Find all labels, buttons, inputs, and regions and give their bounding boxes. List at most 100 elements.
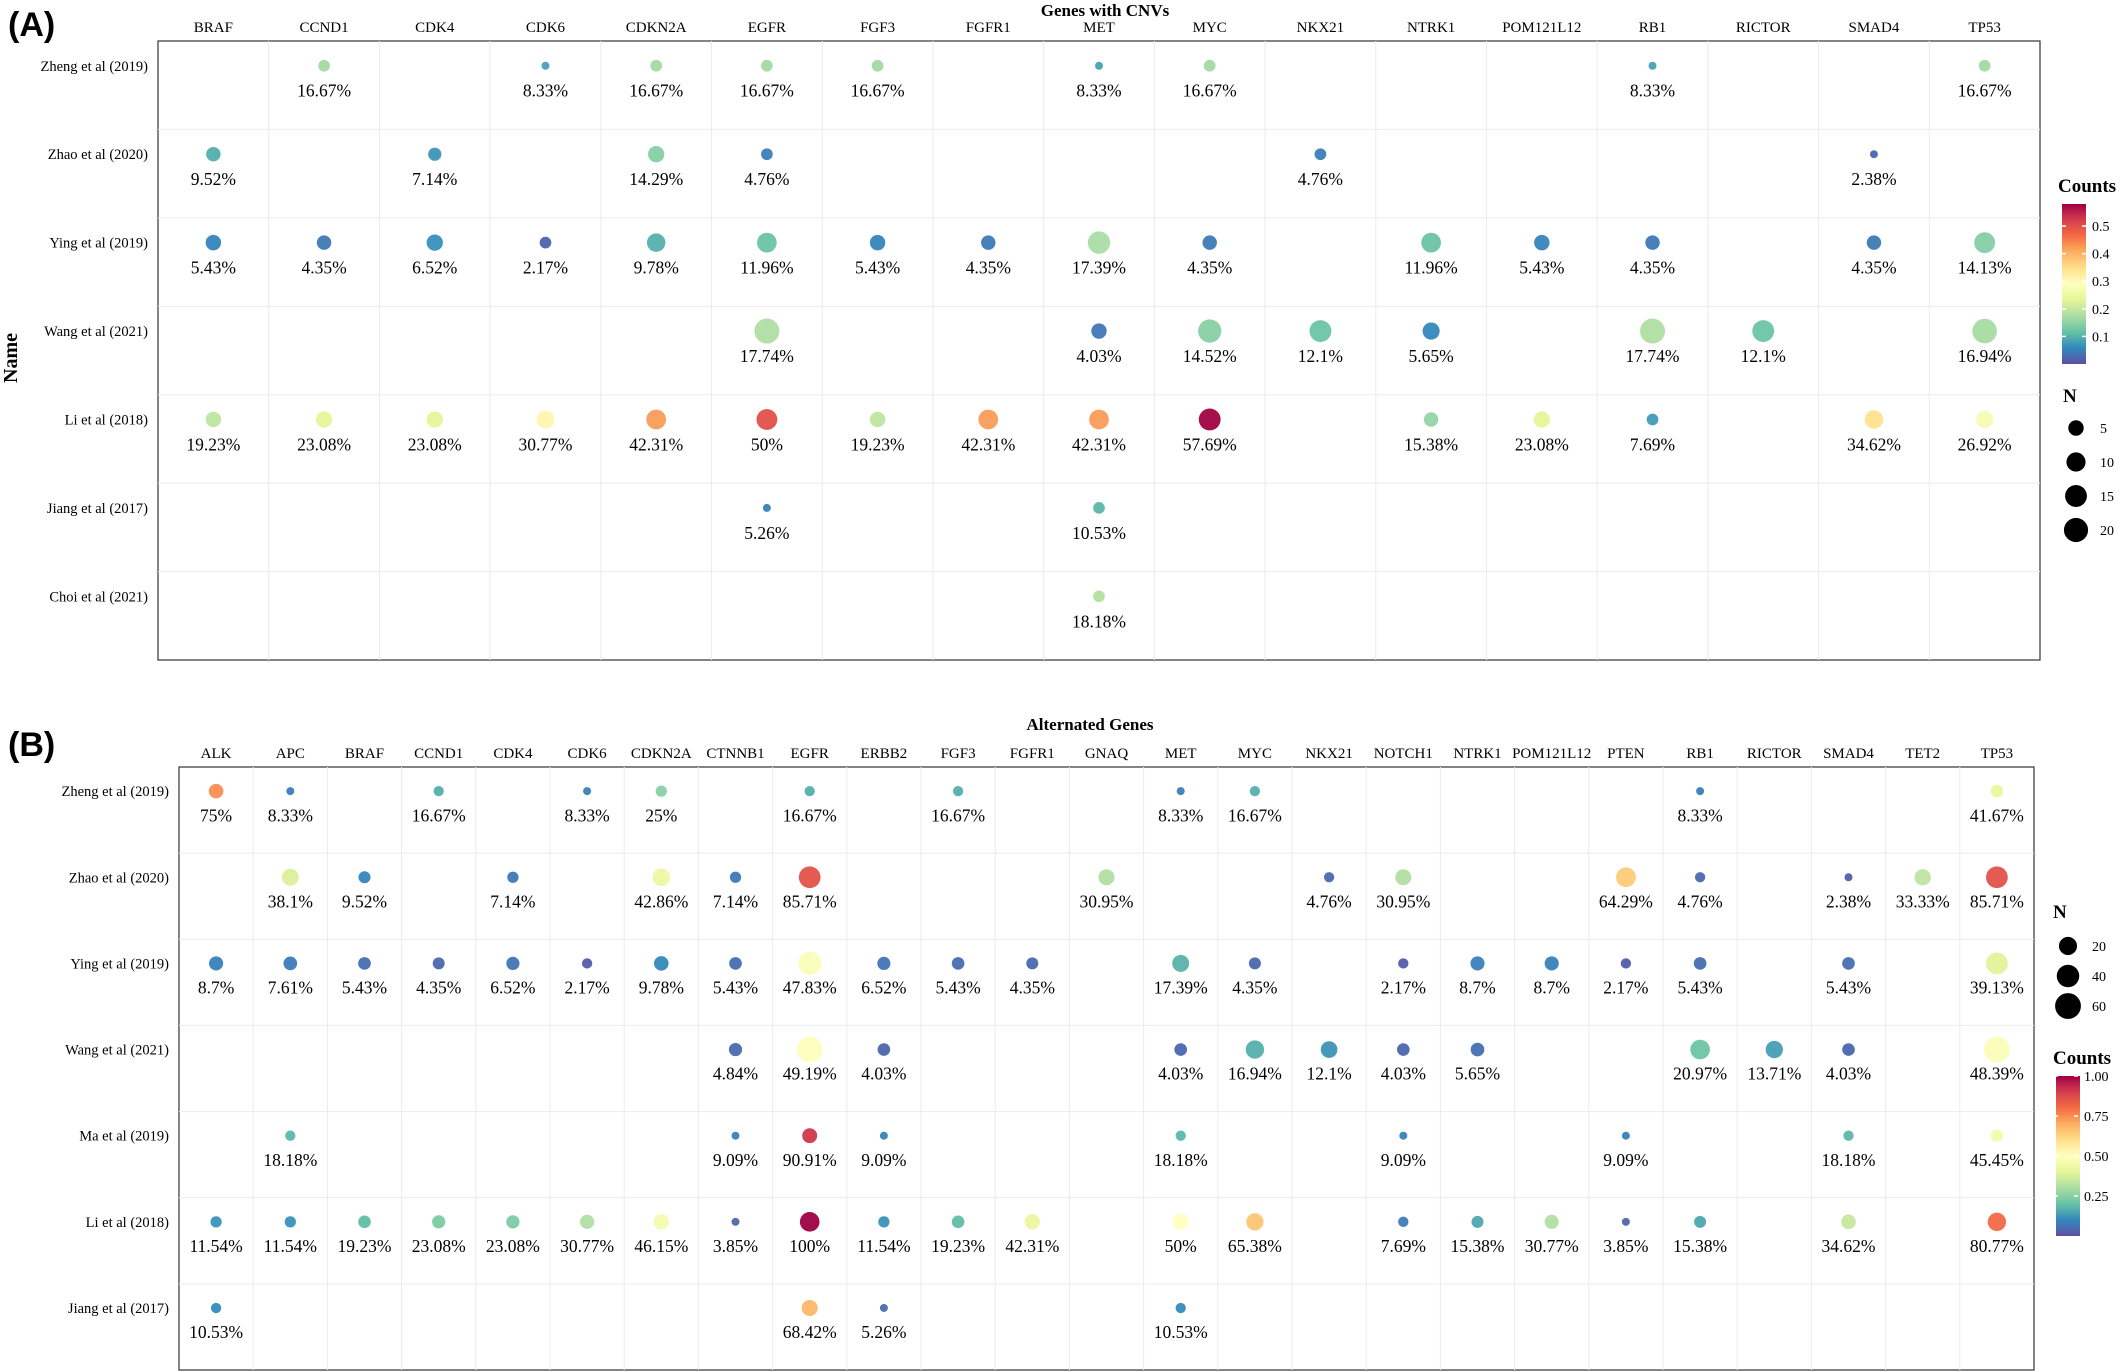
panel-a-data-point (205, 234, 222, 251)
panel-a-data-label: 30.77% (518, 434, 572, 454)
panel-b-size-legend-title: N (2053, 902, 2067, 923)
panel-a-data-point (1198, 408, 1221, 431)
panel-b-data-label: 6.52% (490, 978, 535, 998)
panel-a-data-point (869, 411, 886, 428)
panel-b-data-point (1842, 1043, 1855, 1056)
panel-b-data-label: 4.35% (1232, 978, 1277, 998)
panel-b-gene-label: EGFR (791, 746, 829, 762)
panel-b-data-label: 4.84% (713, 1064, 758, 1084)
panel-b-study-label: Ma et al (2019) (79, 1129, 169, 1145)
panel-b-data-point (731, 1217, 740, 1226)
panel-a-data-label: 16.67% (1183, 81, 1237, 101)
panel-b-data-point (507, 871, 519, 883)
panel-a-data-point (646, 409, 667, 430)
panel-b-data-point (209, 956, 224, 971)
panel-b-data-label: 4.03% (1158, 1064, 1203, 1084)
panel-b-data-point (1176, 787, 1185, 796)
panel-a-data-label: 4.35% (1630, 258, 1675, 278)
panel-a-data-label: 8.33% (1630, 81, 1675, 101)
panel-b-data-label: 10.53% (1154, 1322, 1208, 1342)
panel-b-data-label: 3.85% (1603, 1236, 1648, 1256)
panel-b-data-label: 8.33% (1158, 805, 1203, 825)
panel-b-data-label: 75% (200, 805, 232, 825)
panel-a-data-label: 8.33% (523, 81, 568, 101)
panel-b-gene-label: CTNNB1 (706, 746, 764, 762)
panel-b-data-point (877, 1043, 891, 1056)
panel-b-data-point (1026, 957, 1039, 970)
panel-a-data-label: 14.13% (1958, 258, 2012, 278)
panel-a-label: (A) (8, 6, 55, 44)
panel-b-data-point (802, 1128, 818, 1144)
panel-b-data-point (1544, 1214, 1559, 1229)
panel-a-data-label: 16.94% (1958, 346, 2012, 366)
panel-b-gene-label: RB1 (1686, 746, 1714, 762)
panel-a-gene-label: CDKN2A (626, 20, 687, 36)
panel-b-data-label: 11.54% (264, 1236, 317, 1256)
panel-a-gene-label: RB1 (1639, 20, 1667, 36)
panel-a-data-point (978, 409, 999, 430)
panel-b-data-label: 7.61% (268, 978, 313, 998)
panel-a-study-label: Zhao et al (2020) (48, 147, 148, 163)
panel-a-gene-label: NKX21 (1297, 20, 1345, 36)
panel-b-data-label: 8.33% (1677, 805, 1722, 825)
panel-a-gene-label: CDK6 (526, 20, 566, 36)
panel-b-data-point (283, 956, 298, 971)
panel-b-data-point (1172, 954, 1190, 972)
panel-a-gene-label: POM121L12 (1502, 20, 1581, 36)
panel-b-data-point (1323, 872, 1335, 883)
panel-a-data-label: 42.31% (1072, 434, 1126, 454)
panel-a-colorbar-tick-label: 0.4 (2092, 248, 2110, 263)
panel-a-size-legend-label: 5 (2100, 422, 2107, 437)
panel-a-data-point (650, 59, 663, 72)
panel-a-gene-label: CDK4 (415, 20, 455, 36)
panel-b-data-point (655, 785, 667, 797)
panel-a-data-label: 14.52% (1183, 346, 1237, 366)
panel-b-data-point (1395, 869, 1412, 886)
panel-b-data-point (798, 951, 822, 976)
panel-b-data-label: 16.67% (783, 805, 837, 825)
panel-b-study-label: Jiang et al (2017) (68, 1301, 169, 1317)
panel-b-data-label: 33.33% (1896, 891, 1950, 911)
panel-a-data-label: 17.74% (740, 346, 794, 366)
panel-b-gene-label: MYC (1238, 746, 1272, 762)
panel-a-data-point (1309, 320, 1332, 342)
panel-b-data-label: 5.65% (1455, 1064, 1500, 1084)
panel-b-data-label: 49.19% (783, 1064, 837, 1084)
panel-b-data-point (1615, 867, 1636, 888)
panel-a-data-point (648, 146, 665, 163)
panel-b-data-point (358, 1215, 371, 1229)
panel-b-data-label: 8.7% (1459, 978, 1495, 998)
panel-a-data-label: 57.69% (1183, 434, 1237, 454)
panel-b-data-point (1174, 1043, 1188, 1056)
panel-a-study-label: Zheng et al (2019) (40, 59, 148, 75)
panel-b-data-label: 85.71% (783, 891, 837, 911)
panel-b-data-label: 48.39% (1970, 1064, 2024, 1084)
panel-b-study-label: Ying et al (2019) (70, 956, 169, 972)
panel-b-data-point (580, 1214, 595, 1229)
panel-b-data-point (1696, 787, 1705, 796)
panel-a-gene-label: FGF3 (860, 20, 895, 36)
panel-a-data-label: 16.67% (851, 81, 905, 101)
panel-a-data-point (871, 59, 884, 72)
panel-b-data-label: 42.31% (1005, 1236, 1059, 1256)
panel-a-data-label: 16.67% (297, 81, 351, 101)
panel-a-size-legend-title: N (2063, 386, 2077, 407)
panel-b-data-label: 30.95% (1376, 891, 1430, 911)
panel-b-data-label: 5.43% (1826, 978, 1871, 998)
panel-a-data-label: 23.08% (1515, 434, 1569, 454)
legend-ticks-layer: 0.1 0.2 0.3 0.4 0.5 5 10 15 20 0.25 0.50 0.75 1.00 20… (2054, 220, 2114, 1205)
panel-b-data-point (1620, 958, 1632, 969)
panel-a-study-label: Li et al (2018) (65, 412, 149, 428)
panel-b-data-label: 4.76% (1306, 891, 1351, 911)
panel-b-data-point (1470, 956, 1485, 971)
panel-b-data-label: 30.77% (560, 1236, 614, 1256)
panel-b-data-point (1693, 957, 1707, 970)
panel-b-data-label: 16.94% (1228, 1064, 1282, 1084)
panel-b-data-label: 4.76% (1677, 891, 1722, 911)
panel-b-gene-label: SMAD4 (1823, 746, 1874, 762)
panel-b-data-label: 39.13% (1970, 978, 2024, 998)
panel-a-title: Genes with CNVs (1041, 1, 1170, 20)
panel-b-data-point (1398, 1216, 1409, 1227)
panel-b-data-label: 9.09% (861, 1150, 906, 1170)
